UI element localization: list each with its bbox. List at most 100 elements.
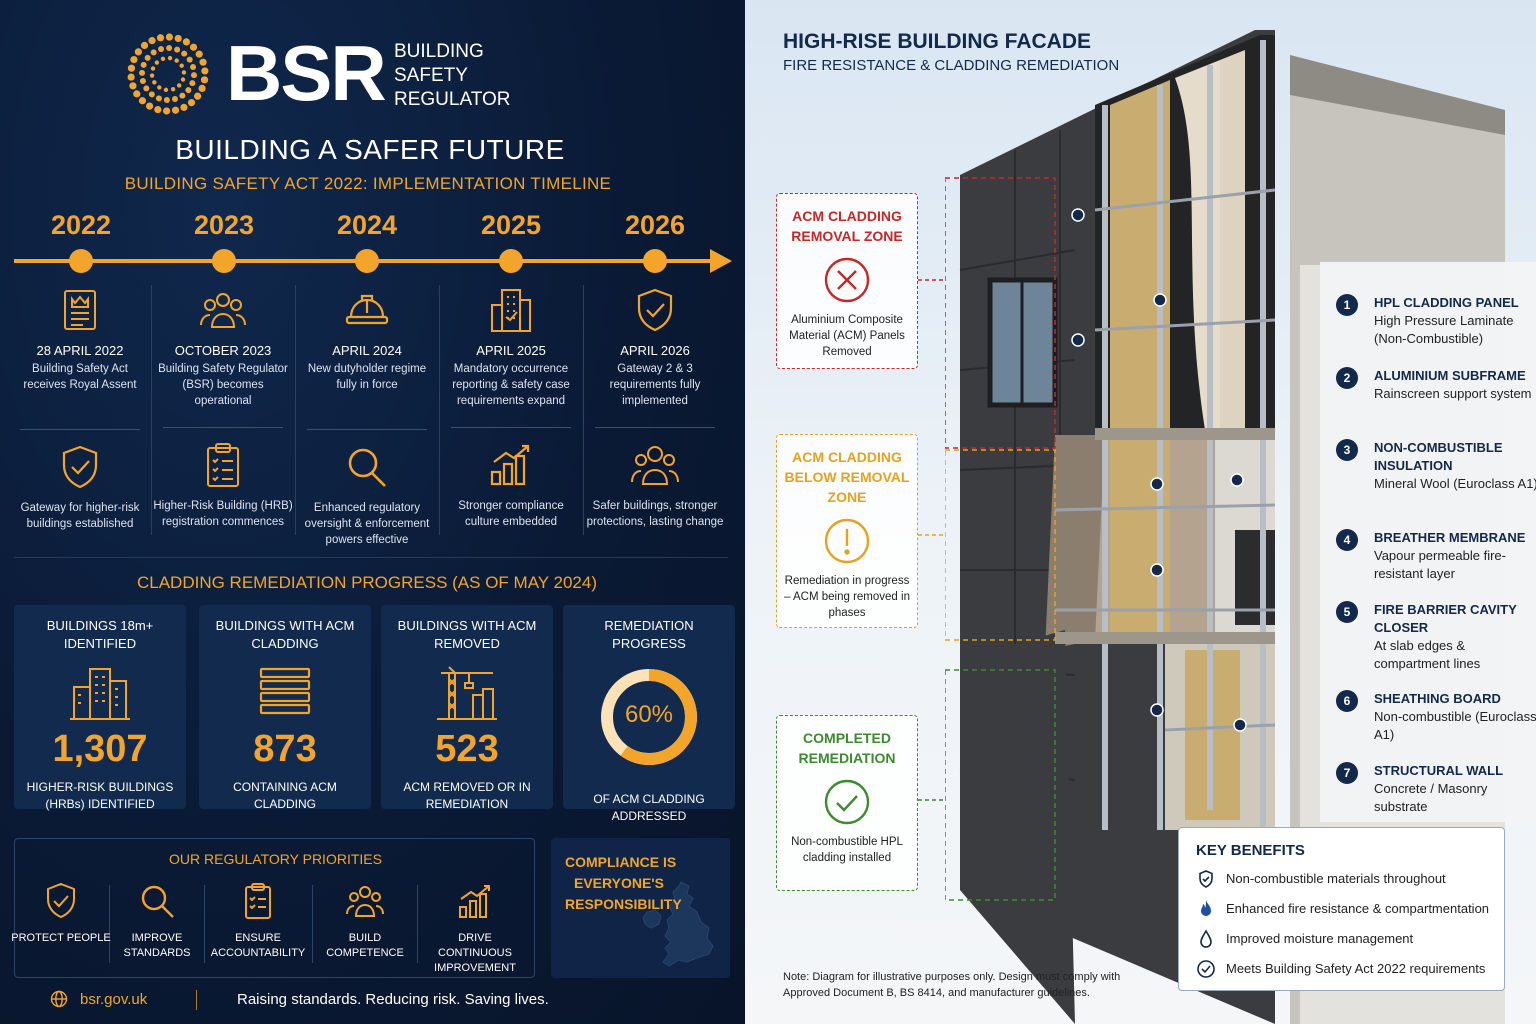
logo-dot	[187, 98, 196, 107]
stat-caption: CONTAINING ACM CLADDING	[233, 780, 337, 811]
stat-card: BUILDINGS WITH ACM CLADDING 873 CONTAINI…	[199, 605, 371, 811]
logo-dot	[181, 50, 188, 57]
legend-desc: Non-combustible (Euroclass A1)	[1374, 709, 1536, 742]
priority-item: PROTECT PEOPLE	[9, 881, 113, 946]
logo-dot	[201, 67, 209, 75]
zone-title: ACM CLADDING REMOVAL ZONE	[791, 208, 903, 244]
stat-card: REMEDIATION PROGRESS 60% OF ACM CLADDING…	[563, 605, 735, 823]
legend-number: 3	[1336, 439, 1358, 461]
uk-map-icon	[642, 881, 714, 967]
legend-number: 6	[1336, 690, 1358, 712]
key-benefits-title: KEY BENEFITS	[1196, 842, 1305, 859]
benefit-text: Improved moisture management	[1226, 931, 1414, 946]
flame-icon	[1201, 900, 1211, 916]
logo-dot	[157, 85, 162, 90]
legend-title: STRUCTURAL WALL	[1374, 763, 1504, 778]
zone-desc: Remediation in progress – ACM being remo…	[784, 575, 910, 619]
logo-dot	[158, 45, 165, 52]
buildings-icon	[70, 668, 130, 720]
stat-caption: ACM REMOVED OR IN REMEDIATION	[403, 780, 531, 811]
logo-dot	[127, 64, 136, 72]
timeline-column: 28 APRIL 2022 Building Safety Act receiv…	[10, 285, 150, 532]
milestone-date: APRIL 2024	[332, 343, 402, 358]
priority-label: ENSURE ACCOUNTABILITY	[210, 932, 306, 959]
stat-caption: OF ACM CLADDING ADDRESSED	[593, 792, 705, 823]
stat-card: BUILDINGS WITH ACM REMOVED 523 ACM REMOV…	[381, 605, 553, 811]
stat-caption: HIGHER-RISK BUILDINGS (HRBs) IDENTIFIED	[26, 780, 174, 811]
column-divider	[439, 285, 440, 535]
timeline-dot	[643, 249, 667, 273]
logo-dot	[171, 96, 178, 103]
brand-name: BSR	[226, 29, 387, 117]
timeline-dot	[355, 249, 379, 273]
logo-dot	[167, 55, 173, 61]
compliance-line: RESPONSIBILITY	[565, 896, 682, 912]
logo-dot	[199, 58, 207, 66]
shield-check-icon	[637, 288, 673, 332]
milestone-desc: Building Safety Regulator (BSR) becomes …	[158, 363, 288, 407]
clipboard-list-icon	[207, 443, 239, 487]
stat-value: 523	[435, 728, 499, 770]
logo-dot	[130, 55, 138, 64]
column-divider	[295, 285, 296, 535]
legend-desc: High Pressure Laminate (Non-Combustible)	[1374, 313, 1514, 346]
column-divider	[151, 285, 152, 535]
milestone-desc: Gateway 2 & 3 requirements fully impleme…	[609, 363, 701, 407]
priority-divider	[312, 885, 313, 963]
logo-dot	[143, 85, 150, 92]
legend-desc: Concrete / Masonry substrate	[1374, 781, 1488, 814]
hero-subtitle: BUILDING SAFETY ACT 2022: IMPLEMENTATION…	[124, 174, 612, 193]
benefit-text: Non-combustible materials throughout	[1226, 871, 1446, 886]
logo-dot	[186, 56, 193, 63]
donut-progress-arc	[601, 669, 697, 765]
milestone-outcome: Higher-Risk Building (HRB) registration …	[153, 500, 293, 528]
benefit-text: Meets Building Safety Act 2022 requireme…	[1226, 961, 1486, 976]
milestone-date: APRIL 2025	[476, 343, 546, 358]
left-panel: BSR BUILDING SAFETY REGULATOR BUILDING A…	[0, 0, 745, 1024]
people-icon	[200, 293, 246, 328]
shield-check-icon	[47, 882, 75, 919]
compliance-line: COMPLIANCE IS	[565, 854, 677, 870]
legend-number: 1	[1336, 294, 1358, 316]
logo-dot	[139, 69, 146, 76]
growth-chart-icon	[459, 885, 490, 918]
logo-dot	[180, 103, 188, 111]
priority-label: IMPROVE STANDARDS	[123, 932, 191, 959]
timeline-arrow-icon	[710, 249, 732, 273]
logo-dot	[150, 66, 156, 71]
logo-dot	[179, 63, 184, 68]
logo-dot	[170, 86, 176, 92]
logo-dot	[176, 83, 182, 88]
logo-dot	[144, 54, 151, 61]
website-link[interactable]: bsr.gov.uk	[80, 991, 148, 1008]
priority-divider	[204, 885, 205, 963]
water-drop-icon	[1200, 929, 1212, 948]
layer-legend: 1 HPL CLADDING PANEL High Pressure Lamin…	[1320, 262, 1536, 822]
zone-completed-card: COMPLETED REMEDIATION Non-combustible HP…	[776, 715, 918, 891]
logo-dot	[165, 33, 173, 41]
hero-title: BUILDING A SAFER FUTURE	[175, 134, 565, 165]
priority-divider	[109, 885, 110, 963]
building-icon	[491, 289, 531, 332]
facade-subtitle: FIRE RESISTANCE & CLADDING REMEDIATION	[783, 57, 1120, 74]
legend-title: FIRE BARRIER CAVITY CLOSER	[1374, 602, 1517, 635]
priority-label: BUILD COMPETENCE	[326, 932, 404, 959]
brand-line: BUILDING	[394, 41, 484, 62]
crane-icon	[437, 666, 497, 720]
milestone-date: 28 APRIL 2022	[36, 343, 124, 358]
zone-title: ACM CLADDING BELOW REMOVAL ZONE	[784, 449, 910, 505]
legend-desc: Rainscreen support system	[1374, 386, 1532, 401]
exclamation-circle-icon	[824, 518, 870, 564]
legend-title: BREATHER MEMBRANE	[1374, 530, 1526, 545]
milestone-date: OCTOBER 2023	[174, 343, 272, 358]
logo-dot	[154, 105, 162, 114]
legend-title: SHEATHING BOARD	[1374, 691, 1501, 706]
logo-dot	[200, 76, 209, 84]
brand-line: REGULATOR	[394, 89, 511, 110]
logo-dot	[145, 102, 154, 110]
legend-number: 4	[1336, 529, 1358, 551]
logo-dot	[179, 92, 186, 99]
logo-dot	[148, 37, 156, 45]
legend-title: ALUMINIUM SUBFRAME	[1374, 368, 1526, 383]
cladding-panels-icon	[259, 667, 311, 715]
